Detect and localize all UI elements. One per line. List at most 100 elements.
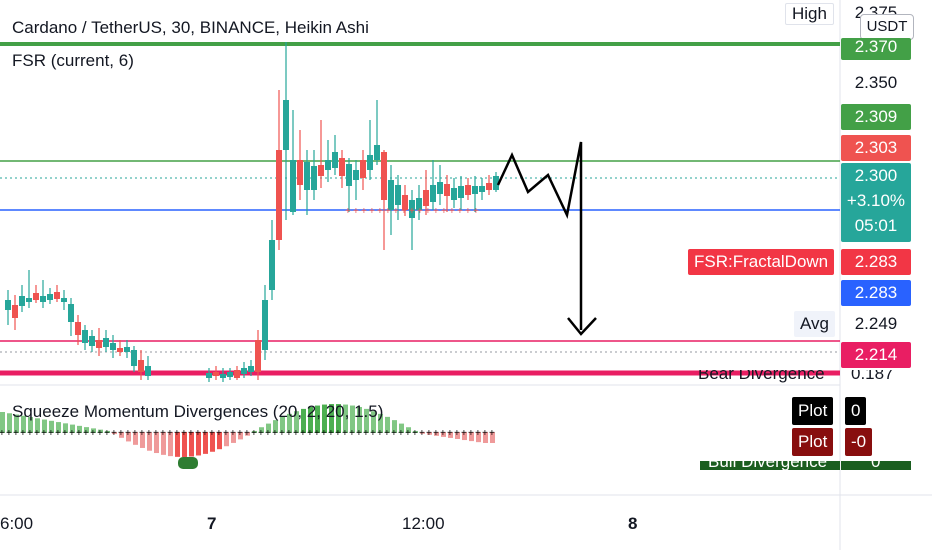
momentum-bar [287, 413, 292, 433]
bear-divergence-clip: Bear Divergence [690, 370, 840, 386]
squeeze-dot: + [83, 428, 89, 439]
fractal-marker: + [377, 206, 383, 217]
momentum-bar [280, 416, 285, 433]
squeeze-dot: + [482, 428, 488, 439]
squeeze-dot: + [370, 428, 376, 439]
candle-body [75, 322, 81, 335]
momentum-bar [259, 427, 264, 433]
high-label: High [785, 3, 834, 25]
momentum-bar [84, 427, 89, 433]
momentum-bar [469, 432, 474, 442]
momentum-bar [91, 428, 96, 433]
squeeze-dot: + [76, 428, 82, 439]
momentum-bar [168, 432, 173, 457]
momentum-bar [21, 415, 26, 433]
momentum-bar [217, 432, 222, 450]
momentum-bar [357, 406, 362, 433]
fractal-marker: + [361, 206, 367, 217]
bull-divergence-value: 0 [871, 461, 880, 470]
momentum-bar [77, 425, 82, 433]
candle-body [26, 298, 32, 302]
price-tick-2350: 2.350 [854, 73, 898, 92]
squeeze-dot: + [174, 428, 180, 439]
squeeze-dot: + [223, 428, 229, 439]
momentum-bar [434, 432, 439, 436]
squeeze-dot: + [300, 428, 306, 439]
fractal-marker: + [465, 206, 471, 217]
squeeze-dot: + [489, 428, 495, 439]
fractal-marker: + [441, 206, 447, 217]
candle-body [269, 240, 275, 290]
candle-body [318, 165, 324, 176]
candle-body [332, 152, 338, 168]
squeeze-dot: + [104, 428, 110, 439]
fsr-indicator-label[interactable]: FSR (current, 6) [12, 51, 134, 70]
bear-divergence-value: 0.187 [851, 370, 894, 383]
squeeze-dot: + [377, 428, 383, 439]
squeeze-dot: + [384, 428, 390, 439]
candle-body [367, 155, 373, 170]
candle-body [353, 170, 359, 180]
projection-path [496, 141, 583, 330]
projection-arrowhead [567, 317, 597, 336]
green-line-value: 2.370 [841, 38, 911, 60]
momentum-bar [154, 432, 159, 454]
squeeze-dot: + [363, 428, 369, 439]
squeeze-dot: + [195, 428, 201, 439]
candle-body [437, 182, 443, 194]
momentum-bar [441, 432, 446, 437]
squeeze-indicator-label[interactable]: Squeeze Momentum Divergences (20, 2, 20,… [12, 402, 384, 421]
squeeze-dot: + [146, 428, 152, 439]
candle-body [68, 304, 74, 322]
momentum-bar [350, 405, 355, 433]
plot-label-2: Plot [792, 428, 834, 456]
momentum-bar [42, 419, 47, 433]
candle-body [12, 305, 18, 318]
avg-label: Avg [794, 311, 835, 337]
blue-level-value: 2.283 [841, 280, 911, 306]
candle-body [276, 150, 282, 240]
candle-body [311, 166, 317, 190]
squeeze-dot: + [433, 428, 439, 439]
momentum-bar [301, 408, 306, 433]
plot-value-1: 0 [845, 397, 867, 425]
squeeze-dot: + [419, 428, 425, 439]
candle-body [262, 300, 268, 350]
candle-body [40, 296, 46, 302]
momentum-bar [182, 432, 187, 457]
squeeze-dot: + [272, 428, 278, 439]
momentum-bar [385, 416, 390, 433]
squeeze-dot: + [286, 428, 292, 439]
momentum-bar [196, 432, 201, 456]
squeeze-dot: + [160, 428, 166, 439]
momentum-bar [35, 418, 40, 433]
candle-body [255, 340, 261, 372]
fractal-marker: + [345, 206, 351, 217]
momentum-bar [238, 432, 243, 440]
momentum-bar [210, 432, 215, 452]
candle-body [360, 160, 366, 178]
candle-body [465, 185, 471, 195]
squeeze-dot: + [27, 428, 33, 439]
squeeze-dot: + [349, 428, 355, 439]
momentum-bar [308, 406, 313, 433]
currency-button[interactable]: USDT [860, 14, 914, 40]
momentum-bar [448, 432, 453, 438]
bull-divergence-clip: Bull Divergence [700, 461, 840, 470]
candle-body [220, 374, 226, 378]
fractal-marker: + [393, 206, 399, 217]
time-label-2: 12:00 [402, 514, 445, 533]
candle-body [451, 188, 457, 200]
squeeze-dot: + [454, 428, 460, 439]
momentum-bar [56, 422, 61, 433]
squeeze-dot: + [48, 428, 54, 439]
momentum-bar [462, 432, 467, 441]
squeeze-dot: + [398, 428, 404, 439]
candle-body [444, 184, 450, 196]
chart-title: Cardano / TetherUS, 30, BINANCE, Heikin … [12, 18, 369, 37]
bear-value-clip: 0.187 [841, 370, 911, 386]
squeeze-dot: + [6, 428, 12, 439]
squeeze-dot: + [209, 428, 215, 439]
squeeze-dot: + [132, 428, 138, 439]
